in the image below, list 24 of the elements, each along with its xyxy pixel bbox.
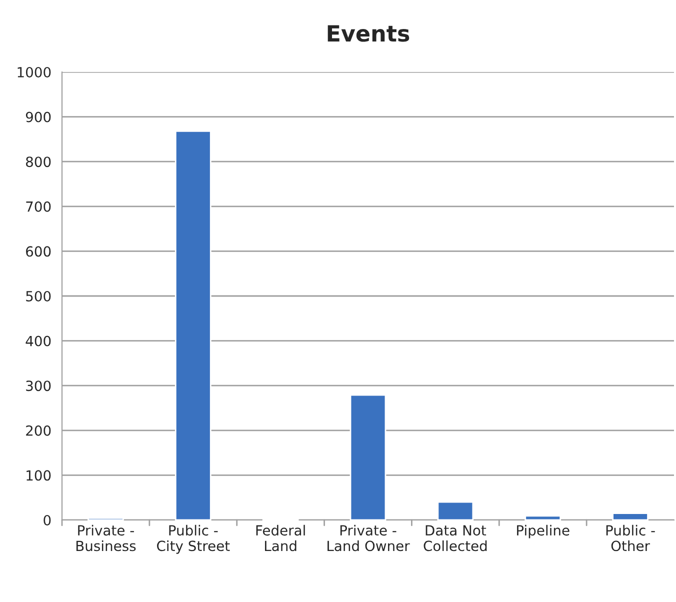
x-tick-label: Private - Land Owner	[328, 524, 410, 552]
y-tick-label: 500	[26, 290, 51, 302]
x-tick-label: Federal Land	[256, 524, 305, 552]
y-tick-label: 0	[44, 514, 51, 526]
bar	[350, 394, 386, 521]
x-tick-label: Pipeline	[517, 524, 570, 538]
y-tick-label: 200	[26, 425, 51, 436]
bar	[174, 130, 212, 521]
bar	[437, 501, 474, 521]
y-tick-label: 900	[26, 112, 51, 122]
y-tick-label: 700	[26, 201, 51, 212]
x-tick-label: Public - Other	[606, 524, 655, 552]
bar	[612, 512, 648, 521]
y-tick-label: 800	[26, 156, 51, 168]
x-tick-label: Public - City Street	[157, 524, 230, 554]
y-tick-label: 100	[26, 470, 51, 481]
x-tick-label: Data Not Collected	[424, 525, 487, 552]
y-tick-label: 300	[26, 380, 51, 392]
bar	[524, 515, 562, 521]
y-tick-label: 400	[26, 336, 51, 346]
y-tick-label: 600	[26, 246, 51, 257]
y-tick-label: 1000	[18, 66, 51, 78]
x-tick-label: Private - Business	[76, 524, 136, 552]
chart-title: Events	[328, 25, 410, 42]
